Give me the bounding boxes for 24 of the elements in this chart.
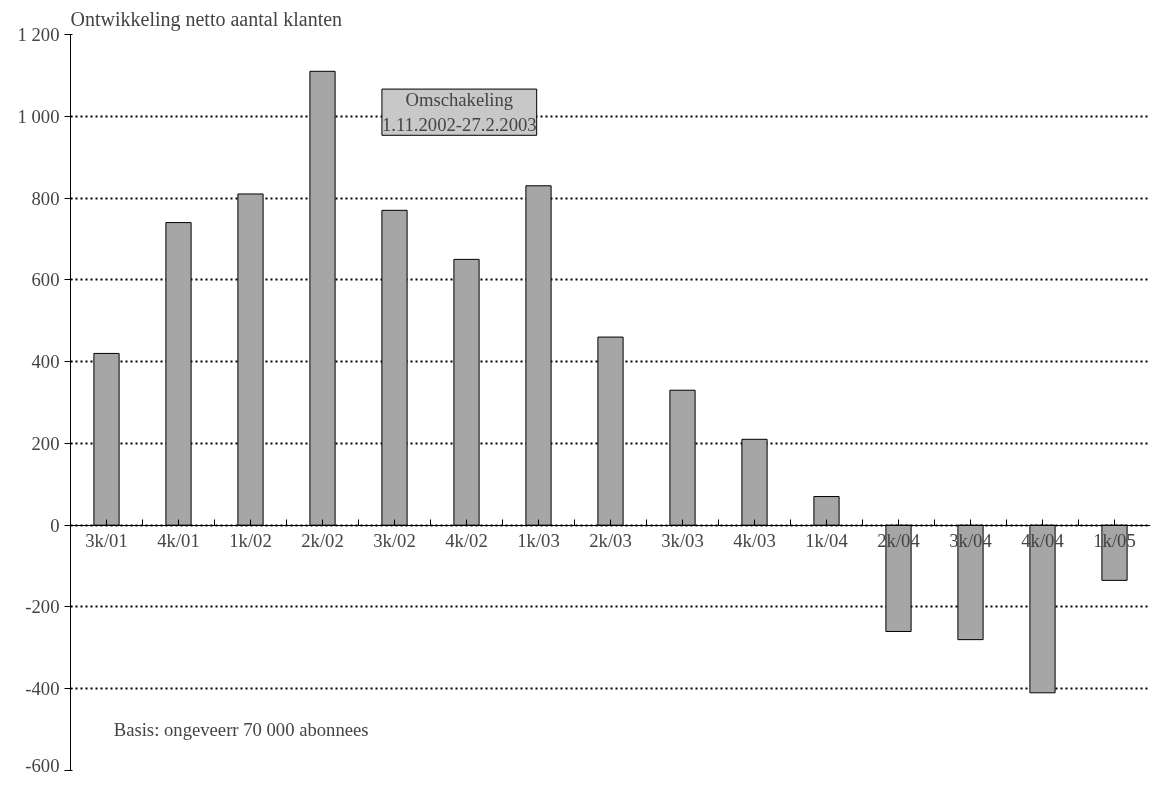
x-tick-label: 4k/02: [445, 530, 488, 552]
y-tick-label: 0: [50, 514, 60, 536]
y-tick-label: 400: [31, 351, 60, 373]
annotation: Basis: ongeveerr 70 000 abonnees: [113, 719, 369, 741]
x-tick-label: 3k/03: [661, 530, 704, 552]
x-tick-label: 4k/03: [733, 530, 776, 552]
y-tick-label: -200: [25, 596, 60, 618]
annotation: Omschakeling 1.11.2002-27.2.2003: [381, 89, 537, 136]
y-tick-label: 1 000: [17, 105, 60, 127]
y-tick-label: 800: [31, 187, 60, 209]
x-tick-label: 1k/02: [229, 530, 272, 552]
x-tick-label: 3k/02: [373, 530, 416, 552]
x-tick-label: 2k/03: [589, 530, 632, 552]
y-tick-label: 1 200: [17, 24, 60, 45]
x-tick-label: 1k/04: [805, 530, 849, 552]
x-tick-label: 4k/01: [157, 530, 200, 552]
chart-title: Ontwikkeling netto aantal klanten: [70, 7, 343, 31]
x-tick-label: 3k/01: [85, 530, 128, 552]
x-tick-label: 1k/03: [517, 530, 560, 552]
y-tick-label: -600: [25, 754, 60, 776]
y-tick-label: -400: [25, 678, 60, 700]
y-tick-label: 600: [31, 269, 60, 291]
x-tick-label: 2k/02: [301, 530, 344, 552]
y-tick-label: 200: [31, 432, 60, 454]
